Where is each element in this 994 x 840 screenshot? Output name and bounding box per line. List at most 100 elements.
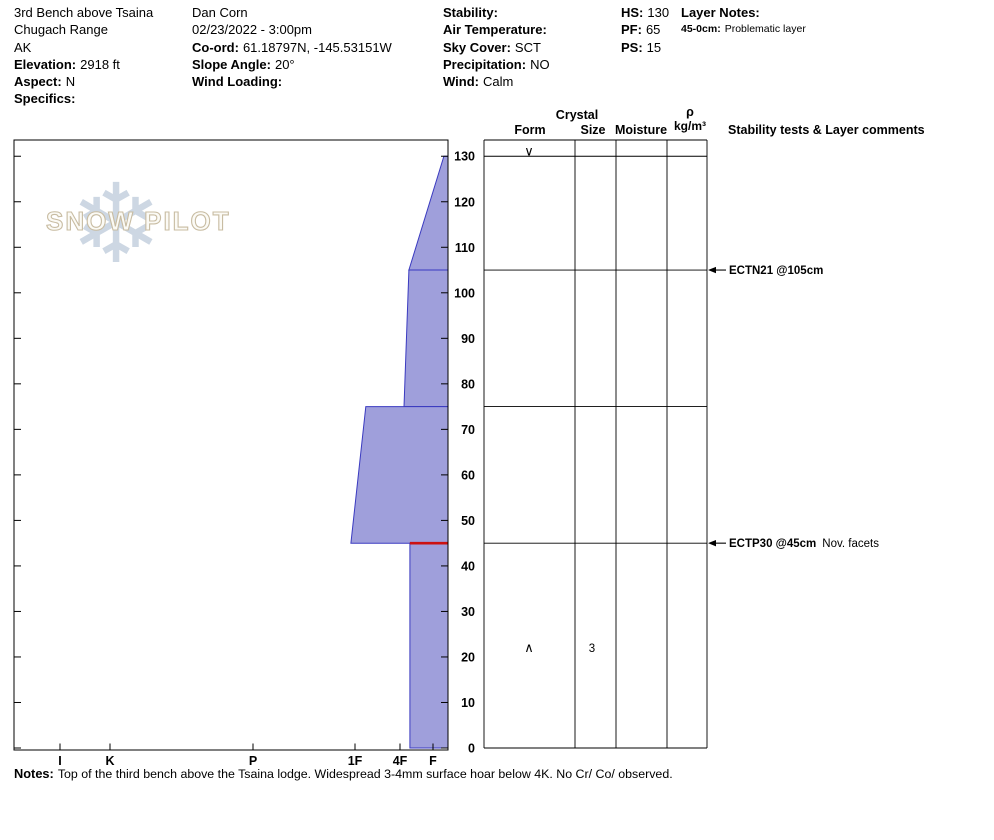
elevation-label: Elevation: bbox=[14, 56, 77, 72]
crystal-header: Crystal bbox=[556, 108, 598, 122]
slope-angle-label: Slope Angle: bbox=[192, 56, 271, 72]
pit-notes: Notes: Top of the third bench above the T… bbox=[14, 766, 673, 781]
depth-tick-label: 60 bbox=[461, 468, 475, 482]
moisture-header: Moisture bbox=[615, 123, 667, 137]
precipitation-label: Precipitation: bbox=[443, 56, 527, 72]
state: AK bbox=[14, 39, 32, 55]
layer-note-text: Problematic layer bbox=[724, 23, 806, 36]
hs-label: HS: bbox=[621, 5, 644, 20]
sky-cover-label: Sky Cover: bbox=[443, 39, 511, 55]
depth-tick-label: 40 bbox=[461, 559, 475, 573]
crystal-panel-headers: Crystal Form Size Moisture ρkg/m³ Stability t… bbox=[514, 105, 924, 137]
slope-angle-row: Slope Angle: 20° bbox=[192, 56, 392, 73]
snowpilot-watermark: ❄SNOW PILOT bbox=[45, 163, 231, 286]
hs-value: 130 bbox=[647, 5, 670, 20]
wind-loading-row: Wind Loading: bbox=[192, 73, 392, 90]
pit-location: 3rd Bench above Tsaina bbox=[14, 5, 154, 20]
pf-row: PF: 65 bbox=[621, 21, 669, 38]
header-observer-block: Dan Corn 02/23/2022 - 3:00pm Co-ord: 61.1… bbox=[192, 4, 392, 90]
air-temp-label: Air Temperature: bbox=[443, 22, 547, 38]
snow-layer bbox=[408, 155, 449, 271]
slope-angle-value: 20° bbox=[274, 56, 295, 72]
depth-tick-label: 10 bbox=[461, 696, 475, 710]
wind-loading-label: Wind Loading: bbox=[192, 74, 283, 90]
stability-row: Stability: bbox=[443, 4, 551, 21]
grain-form-symbol: ∨ bbox=[524, 144, 534, 159]
air-temp-row: Air Temperature: bbox=[443, 21, 551, 38]
header-layer-notes-block: Layer Notes: 45-0cm: Problematic layer bbox=[681, 4, 806, 39]
form-header: Form bbox=[514, 123, 545, 137]
hardness-tick-label: 4F bbox=[393, 754, 408, 768]
depth-tick-label: 50 bbox=[461, 514, 475, 528]
wind-label: Wind: bbox=[443, 74, 479, 90]
stability-label: Stability: bbox=[443, 5, 498, 20]
precipitation-value: NO bbox=[530, 56, 550, 72]
sky-cover-value: SCT bbox=[514, 39, 541, 55]
grain-form-symbol: ∧ bbox=[524, 640, 534, 655]
snow-layer bbox=[409, 542, 449, 749]
hardness-tick-label: 1F bbox=[348, 754, 363, 768]
hardness-profile bbox=[350, 155, 449, 749]
size-header: Size bbox=[580, 123, 605, 137]
svg-text:SNOW PILOT: SNOW PILOT bbox=[46, 206, 231, 236]
snow-layer bbox=[350, 406, 449, 544]
mountain-range: Chugach Range bbox=[14, 22, 108, 38]
layer-note-range: 45-0cm: bbox=[681, 23, 721, 36]
pf-value: 65 bbox=[645, 22, 661, 38]
header-weather-block: Stability: Air Temperature: Sky Cover: SC… bbox=[443, 4, 551, 90]
depth-tick-label: 70 bbox=[461, 423, 475, 437]
header-snow-heights-block: HS: 130 PF: 65 PS: 15 bbox=[621, 4, 669, 56]
depth-tick-label: 80 bbox=[461, 377, 475, 391]
stability-test-label: ECTP30 @45cm Nov. facets bbox=[729, 538, 879, 550]
left-arrow-icon bbox=[708, 539, 716, 547]
stability-comments-header: Stability tests & Layer comments bbox=[728, 123, 925, 137]
depth-tick-label: 90 bbox=[461, 332, 475, 346]
hardness-tick-label: K bbox=[105, 754, 114, 768]
aspect-label: Aspect: bbox=[14, 74, 62, 90]
plot-border bbox=[13, 139, 449, 751]
depth-tick-label: 120 bbox=[454, 195, 475, 209]
notes-text: Top of the third bench above the Tsaina … bbox=[57, 767, 673, 781]
crystal-panel-grid bbox=[483, 139, 708, 749]
layer-note-item: 45-0cm: Problematic layer bbox=[681, 21, 806, 38]
depth-tick-label: 20 bbox=[461, 650, 475, 664]
coordinates-row: Co-ord: 61.18797N, -145.53151W bbox=[192, 39, 392, 56]
aspect-value: N bbox=[65, 74, 76, 90]
hardness-tick-label: F bbox=[429, 754, 437, 768]
ps-value: 15 bbox=[646, 39, 662, 55]
grain-annotations: ∨ ∧ 3 bbox=[524, 144, 595, 655]
stability-test-label: ECTN21 @105cm bbox=[729, 265, 823, 277]
hardness-axis: I K P 1F 4F F bbox=[58, 743, 437, 768]
precipitation-row: Precipitation: NO bbox=[443, 56, 551, 73]
stability-tests: ECTN21 @105cm ECTP30 @45cm Nov. facets bbox=[708, 265, 879, 550]
hardness-tick-label: I bbox=[58, 754, 61, 768]
depth-axis: 0 10 20 30 40 50 60 70 80 90 100 110 120 130 bbox=[14, 150, 475, 756]
observer-name: Dan Corn bbox=[192, 5, 248, 20]
ps-row: PS: 15 bbox=[621, 39, 669, 56]
hs-row: HS: 130 bbox=[621, 4, 669, 21]
wind-row: Wind: Calm bbox=[443, 73, 551, 90]
density-header: ρ bbox=[686, 105, 694, 119]
svg-text:❄: ❄ bbox=[70, 163, 162, 286]
observation-datetime: 02/23/2022 - 3:00pm bbox=[192, 22, 312, 38]
coordinates-value: 61.18797N, -145.53151W bbox=[242, 39, 392, 55]
density-units-header: kg/m³ bbox=[674, 119, 706, 133]
aspect-row: Aspect: N bbox=[14, 73, 153, 90]
depth-tick-label: 0 bbox=[468, 742, 475, 756]
layer-notes-title: Layer Notes: bbox=[681, 5, 760, 20]
left-arrow-icon bbox=[708, 266, 716, 274]
elevation-value: 2918 ft bbox=[80, 56, 120, 72]
elevation-row: Elevation: 2918 ft bbox=[14, 56, 153, 73]
hardness-tick-label: P bbox=[249, 754, 257, 768]
depth-tick-label: 100 bbox=[454, 286, 475, 300]
depth-tick-label: 110 bbox=[455, 241, 475, 255]
pf-label: PF: bbox=[621, 22, 642, 38]
wind-value: Calm bbox=[482, 74, 514, 90]
grain-size-value: 3 bbox=[589, 643, 595, 655]
coordinates-label: Co-ord: bbox=[192, 39, 239, 55]
ps-label: PS: bbox=[621, 39, 643, 55]
specifics-label: Specifics: bbox=[14, 91, 76, 107]
sky-cover-row: Sky Cover: SCT bbox=[443, 39, 551, 56]
specifics-row: Specifics: bbox=[14, 90, 153, 107]
